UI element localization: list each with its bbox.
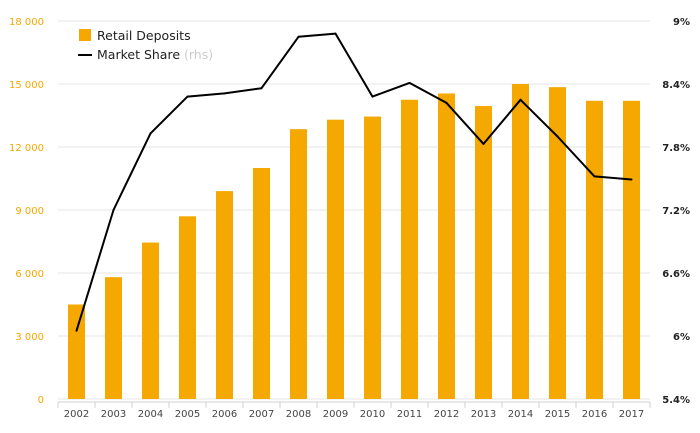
y-left-tick-label: 9 000 [15,206,44,217]
legend-label-retail-deposits: Retail Deposits [97,28,191,43]
point-market-share [223,92,226,95]
point-market-share [556,135,559,138]
bar-retail-deposits [68,304,85,399]
legend-swatch-retail-deposits [79,29,91,41]
y-left-tick-label: 6 000 [15,269,44,280]
x-tick-label: 2007 [249,409,274,420]
y-right-tick-label: 8.4% [662,80,690,91]
point-market-share [593,175,596,178]
x-tick-label: 2002 [64,409,89,420]
y-right-tick-label: 9% [673,17,690,28]
x-tick-label: 2009 [323,409,348,420]
bar-retail-deposits [401,99,418,399]
bar-retail-deposits [623,100,640,400]
x-tick-label: 2017 [619,409,644,420]
point-market-share [334,32,337,35]
y-left-tick-label: 3 000 [15,332,44,343]
bar-retail-deposits [438,93,455,399]
x-tick-label: 2014 [508,409,533,420]
legend: Retail Deposits Market Share (rhs) [78,28,213,62]
bar-retail-deposits [364,116,381,400]
y-left-tick-label: 15 000 [9,80,44,91]
bar-retail-deposits [290,129,307,399]
bar-retail-deposits [475,106,492,400]
bar-retail-deposits [327,119,344,399]
point-market-share [371,95,374,98]
x-tick-label: 2011 [397,409,422,420]
bar-retail-deposits [179,216,196,399]
bar-retail-deposits [586,100,603,400]
x-tick-label: 2008 [286,409,311,420]
bar-retail-deposits [142,242,159,399]
point-market-share [482,142,485,145]
point-market-share [519,98,522,101]
x-tick-label: 2005 [175,409,200,420]
point-market-share [260,87,263,90]
point-market-share [112,209,115,211]
bar-retail-deposits [216,191,233,399]
point-market-share [630,178,633,181]
point-market-share [149,132,152,135]
x-tick-label: 2013 [471,409,496,420]
point-market-share [186,95,189,98]
x-tick-label: 2006 [212,409,237,420]
legend-market-share-suffix: (rhs) [184,47,213,62]
y-left-tick-label: 12 000 [9,143,44,154]
point-market-share [297,35,300,38]
y-right-tick-label: 6.6% [662,269,690,280]
legend-label-market-share: Market Share (rhs) [97,47,213,62]
x-tick-label: 2003 [101,409,126,420]
point-market-share [445,101,448,104]
x-tick-label: 2012 [434,409,459,420]
bars-layer [68,84,640,400]
bar-retail-deposits [549,87,566,400]
x-tick-label: 2016 [582,409,607,420]
y-left-tick-label: 0 [38,395,44,406]
y-right-tick-label: 7.8% [662,143,690,154]
y-right-tick-label: 5.4% [662,395,690,406]
x-tick-label: 2010 [360,409,385,420]
point-market-share [75,329,78,332]
line-layer [75,32,633,332]
y-left-tick-label: 18 000 [9,17,44,28]
y-right-tick-label: 7.2% [662,206,690,217]
bar-retail-deposits [253,168,270,399]
x-tick-label: 2015 [545,409,570,420]
line-market-share [75,32,632,332]
y-right-tick-label: 6% [673,332,690,343]
legend-market-share-name: Market Share [97,47,180,62]
point-market-share [408,81,411,84]
axis-layer: 0 5.4% 3 000 6% 6 000 6.6% 9 000 7.2% 12 000 7.8%… [9,17,690,420]
bar-retail-deposits [105,277,122,399]
bar-retail-deposits [512,84,529,399]
x-tick-label: 2004 [138,409,163,420]
